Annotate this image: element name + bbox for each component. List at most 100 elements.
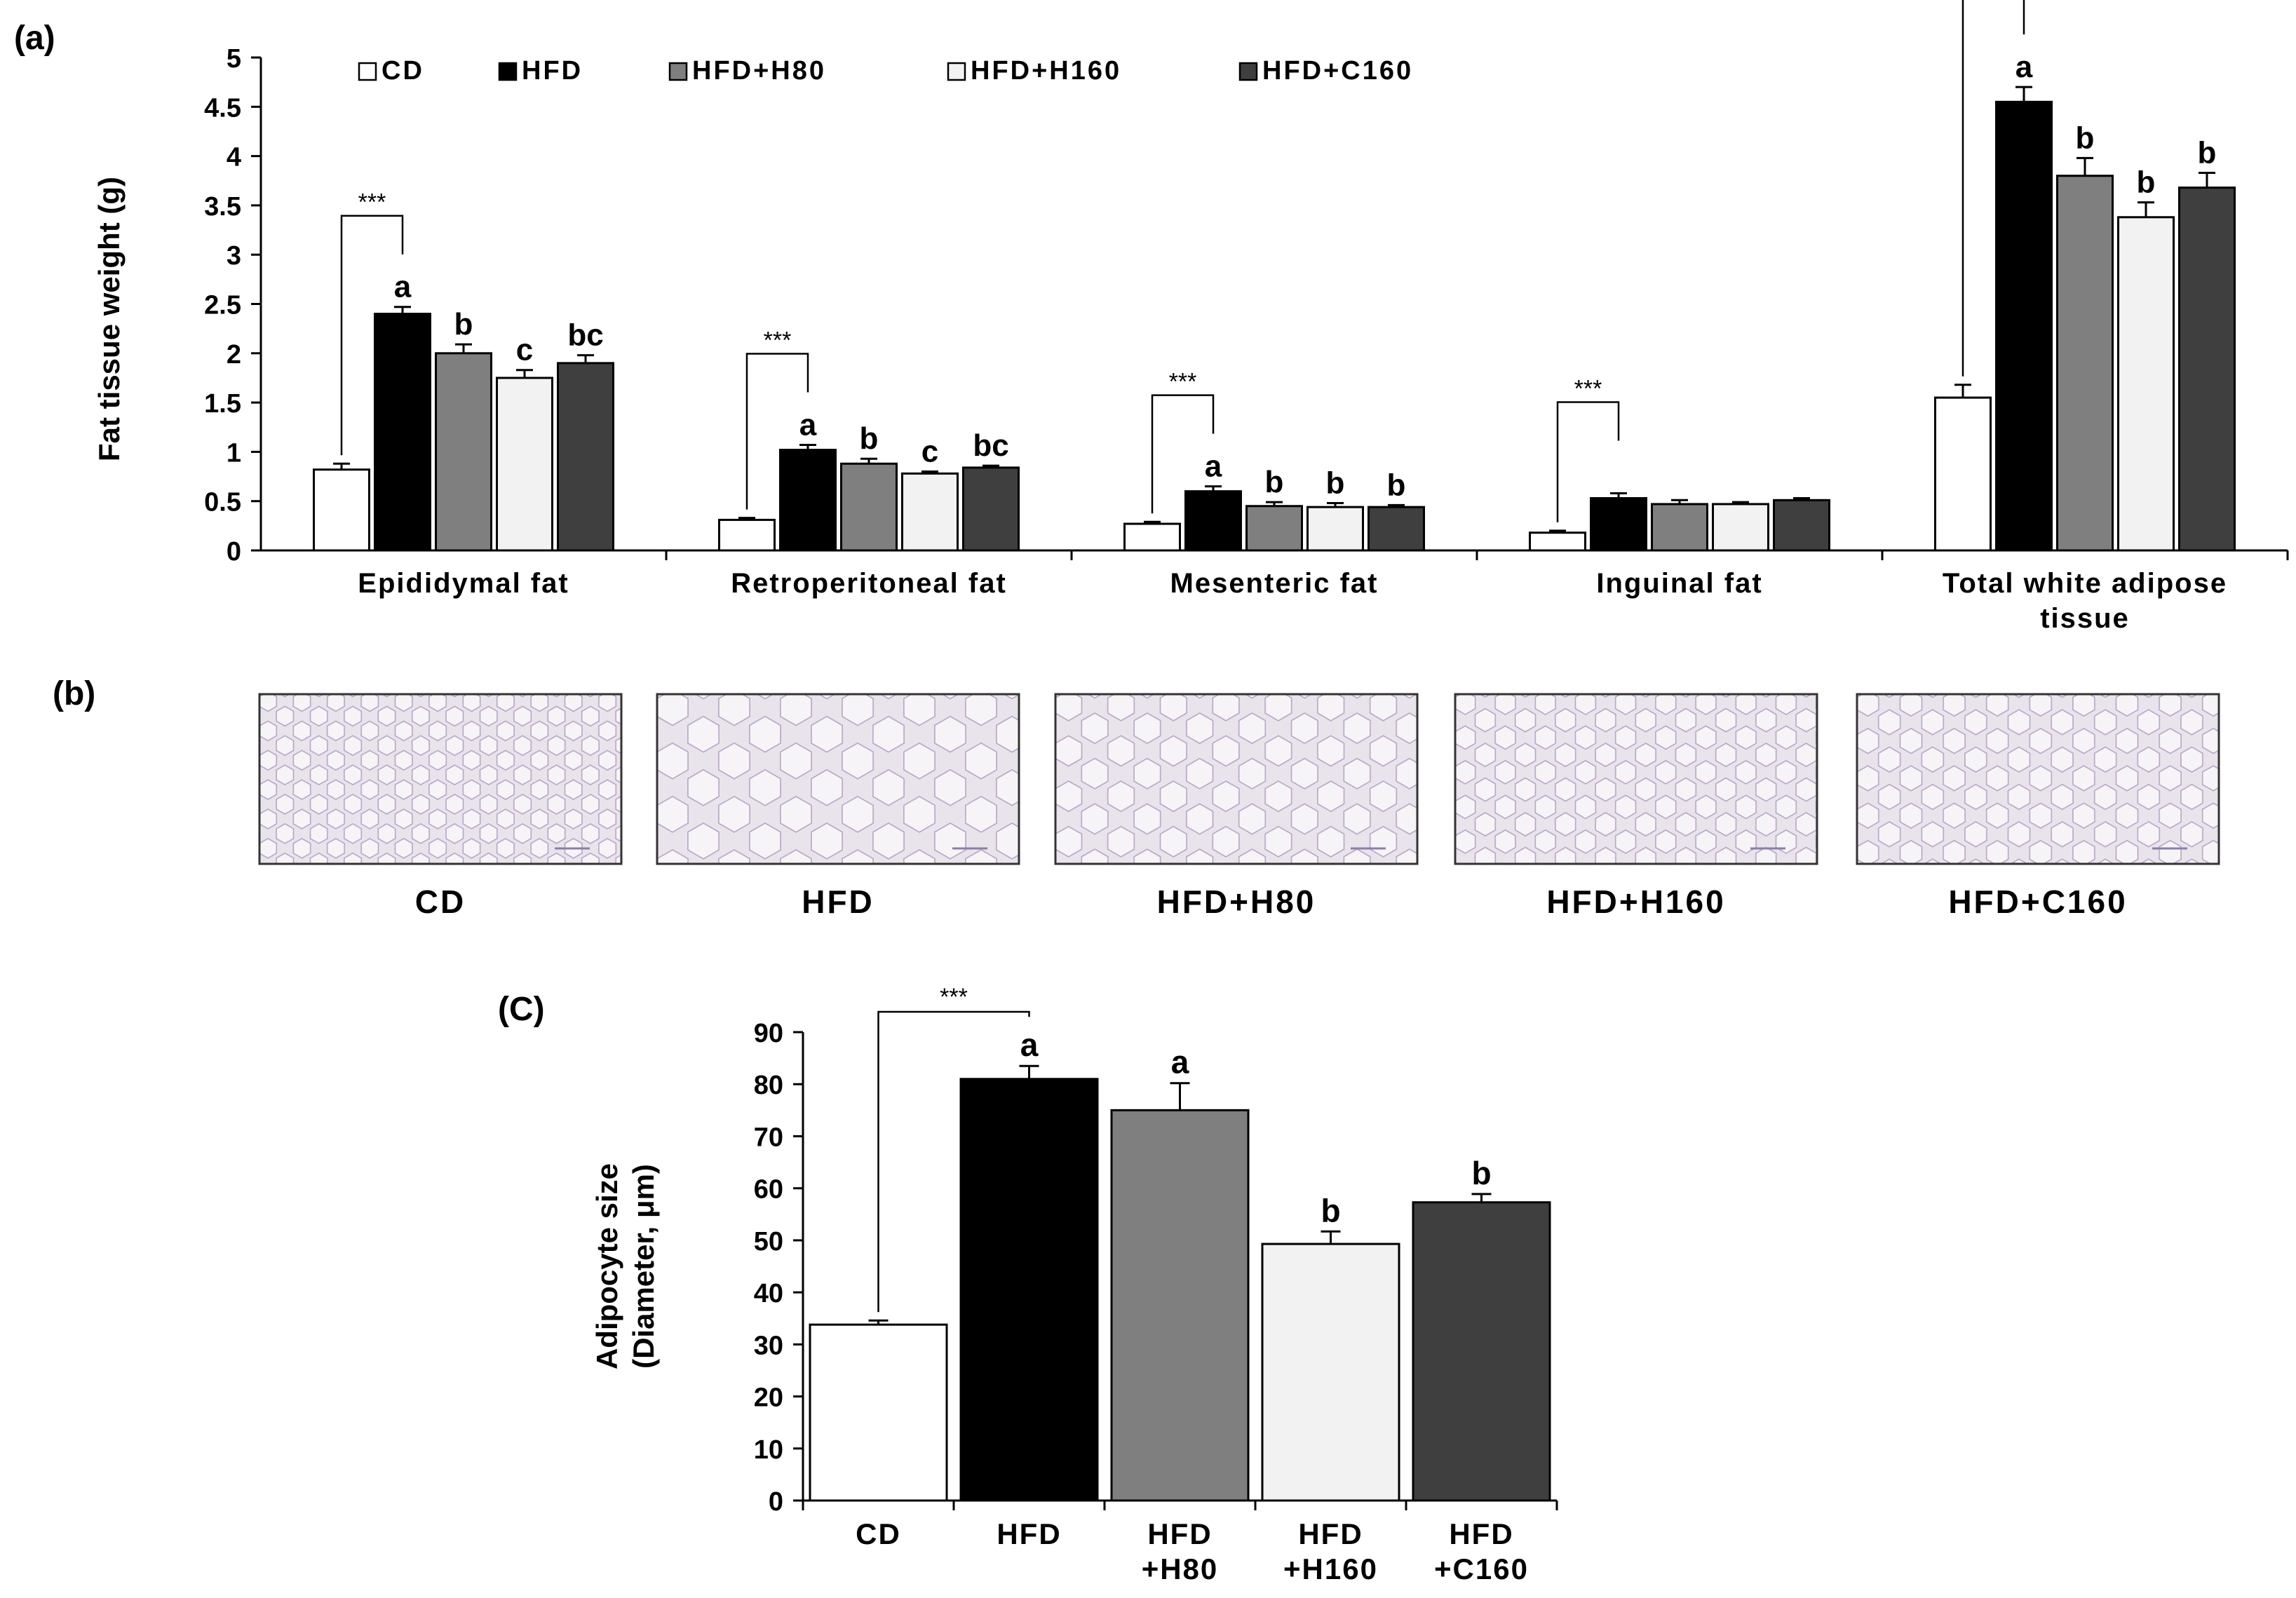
legend-swatch <box>498 62 518 81</box>
adipose-histology-micrograph <box>656 693 1020 865</box>
adipose-histology-micrograph <box>258 693 623 865</box>
adipose-histology-micrograph <box>1054 693 1419 865</box>
significance-letter: bc <box>973 428 1008 463</box>
panel-c-y-axis-label: Adipocyte size (Diameter, μm) <box>590 1163 660 1369</box>
bar <box>1412 1201 1551 1502</box>
bar <box>374 313 431 552</box>
histology-caption: HFD+C160 <box>1948 883 2127 920</box>
histology-caption: HFD <box>802 883 874 920</box>
legend-entry: CD <box>381 56 424 86</box>
legend-entry: HFD <box>522 56 583 86</box>
panel-c-chart: (C) Adipocyte size (Diameter, μm) 0 10 20 30… <box>498 984 1558 1585</box>
bar <box>557 362 614 552</box>
significance-letter: a <box>799 408 817 442</box>
panel-c-x-tick-label: +C160 <box>1434 1552 1529 1585</box>
panel-a-x-tick-label: Inguinal fat <box>1596 568 1762 599</box>
panel-a-legend: CD HFD HFD+H80 HFD+H160 HFD+C160 <box>358 56 1413 86</box>
panel-a-y-tick-label: 2.5 <box>204 291 241 320</box>
panel-c-y-tick-label: 10 <box>754 1435 783 1465</box>
significance-letter: b <box>1326 466 1345 501</box>
significance-letter: c <box>516 333 533 367</box>
legend-swatch <box>947 62 966 81</box>
bar <box>959 1078 1099 1502</box>
bar <box>435 352 492 552</box>
bar <box>901 472 959 552</box>
bar <box>1995 100 2053 552</box>
significance-letter: b <box>1321 1192 1340 1228</box>
legend-swatch <box>1238 62 1258 81</box>
bar <box>1651 503 1708 552</box>
bar <box>2056 175 2114 552</box>
bar <box>809 1323 948 1502</box>
bar <box>1261 1242 1400 1502</box>
panel-c-y-axis-label-line: Adipocyte size <box>590 1163 623 1369</box>
panel-c-x-tick-label: HFD <box>1147 1517 1212 1550</box>
bar <box>962 466 1020 552</box>
significance-stars: *** <box>940 984 968 1010</box>
legend-entry: HFD+H160 <box>971 56 1121 86</box>
significance-stars: *** <box>358 189 386 216</box>
panel-a-x-tick-label: Total white adipose <box>1943 568 2227 599</box>
panel-c-y-tick-label: 80 <box>754 1071 783 1100</box>
significance-letter: b <box>2137 165 2156 200</box>
significance-stars: *** <box>1169 369 1197 395</box>
histology-caption: HFD+H80 <box>1157 883 1316 920</box>
bar <box>2178 187 2236 552</box>
bar <box>313 468 370 552</box>
significance-bracket <box>340 215 404 456</box>
significance-bracket <box>745 353 809 510</box>
bar <box>718 518 776 552</box>
panel-c-bars: a a b b *** <box>809 984 1551 1502</box>
legend-entry: HFD+C160 <box>1262 56 1413 86</box>
panel-c-label: (C) <box>498 991 545 1028</box>
panel-c-x-tick-label: HFD <box>1449 1517 1513 1550</box>
panel-a-y-tick-label: 1.5 <box>204 389 241 419</box>
adipose-histology-micrograph <box>1454 693 1818 865</box>
panel-a-x-tick-label: Mesenteric fat <box>1170 568 1379 599</box>
panel-b-label: (b) <box>53 675 95 712</box>
panel-c-x-tick-label: CD <box>856 1517 901 1550</box>
significance-letter: a <box>2015 50 2033 84</box>
panel-c-x-tick-label: HFD <box>997 1517 1061 1550</box>
bar <box>1368 506 1425 552</box>
panel-b-images: CD HFD HFD+H80 HFD+H160 HFD+C160 <box>258 693 2220 920</box>
panel-a-y-axis-label: Fat tissue weight (g) <box>93 177 126 461</box>
significance-letter: a <box>1020 1027 1039 1063</box>
panel-c-x-tick-label: +H80 <box>1142 1552 1219 1585</box>
significance-letter: b <box>1265 465 1284 499</box>
panel-c-y-tick-label: 60 <box>754 1175 783 1205</box>
significance-letter: b <box>2076 121 2095 155</box>
significance-letter: a <box>1171 1044 1189 1081</box>
panel-a-chart: (a) Fat tissue weight (g) 0 0.5 1 1.5 2 2.5 3 3… <box>14 0 2289 634</box>
panel-a-y-tick-label: 4.5 <box>204 93 241 123</box>
panel-a-x-tick-label: Retroperitoneal fat <box>731 568 1007 599</box>
bar <box>840 462 898 552</box>
bar <box>1529 531 1586 552</box>
panel-c-x-tick-label: HFD <box>1298 1517 1363 1550</box>
panel-c-y-axis-label-line: (Diameter, μm) <box>627 1164 660 1369</box>
legend-swatch <box>668 62 688 81</box>
panel-b-histology: (b) CD HFD HFD+H80 HFD+H160 HFD+C160 <box>53 675 2220 920</box>
bar <box>779 449 837 552</box>
panel-a-x-tick-label: Epididymal fat <box>358 568 569 599</box>
panel-c-y-tick-label: 30 <box>754 1331 783 1360</box>
significance-bracket <box>1961 0 2025 377</box>
panel-c-y-tick-label: 20 <box>754 1383 783 1413</box>
panel-c-x-tick-label: +H160 <box>1283 1552 1378 1585</box>
panel-a-y-tick-label: 1 <box>227 438 241 468</box>
bar <box>1306 506 1364 552</box>
significance-letter: b <box>2198 136 2217 170</box>
bar <box>1590 496 1647 552</box>
significance-letter: b <box>1471 1155 1491 1191</box>
histology-caption: CD <box>415 883 466 920</box>
significance-letter: b <box>1387 468 1406 502</box>
panel-c-y-tick-label: 70 <box>754 1123 783 1152</box>
bar <box>1110 1109 1250 1502</box>
panel-a-y-tick-label: 3.5 <box>204 192 241 222</box>
panel-c-y-tick-label: 50 <box>754 1227 783 1257</box>
legend-entry: HFD+H80 <box>692 56 826 86</box>
adipose-histology-micrograph <box>1856 693 2220 865</box>
significance-letter: a <box>394 270 412 304</box>
